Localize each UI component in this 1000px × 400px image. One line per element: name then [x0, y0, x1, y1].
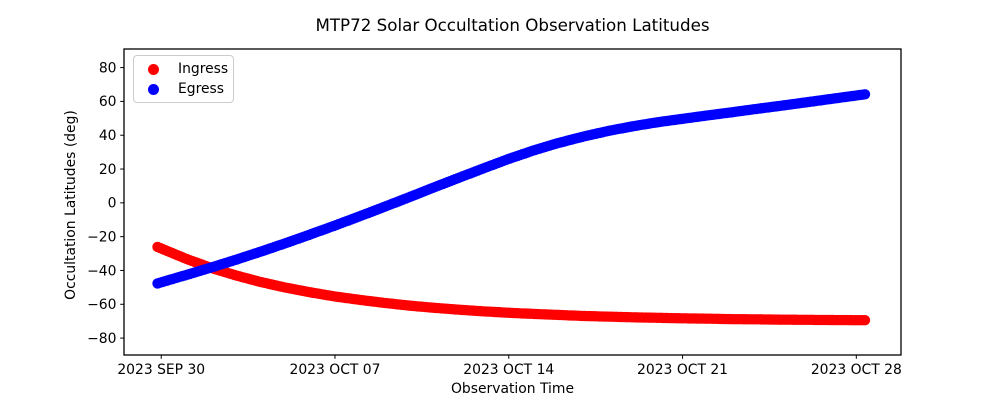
x-tick-label: 2023 OCT 07: [290, 362, 381, 378]
x-tick-label: 2023 OCT 28: [811, 362, 902, 378]
y-axis-label: Occultation Latitudes (deg): [63, 110, 79, 300]
x-axis-label: Observation Time: [451, 381, 574, 397]
y-tick-label: 20: [99, 162, 117, 178]
chart-title: MTP72 Solar Occultation Observation Lati…: [315, 15, 710, 35]
legend-item-egress: Egress: [134, 79, 233, 99]
x-axis-ticks: 2023 SEP 30 2023 OCT 07 2023 OCT 14 2023 OC…: [117, 355, 902, 378]
y-tick-label: −40: [87, 263, 116, 279]
y-tick-label: 80: [99, 60, 117, 76]
y-tick-label: 60: [99, 94, 117, 110]
y-tick-label: −80: [87, 331, 116, 347]
y-tick-label: −20: [87, 229, 116, 245]
y-axis-ticks: 80 60 40 20 0 −20 −40 −60 −80: [87, 60, 124, 347]
y-tick-label: −60: [87, 297, 116, 313]
legend-label-egress: Egress: [178, 81, 225, 97]
x-tick-label: 2023 OCT 14: [463, 362, 554, 378]
legend: Ingress Egress: [133, 55, 234, 103]
plot-border: [123, 48, 902, 356]
legend-label-ingress: Ingress: [178, 61, 229, 77]
ingress-series: [152, 241, 871, 326]
egress-series: [152, 89, 871, 289]
x-tick-label: 2023 SEP 30: [117, 362, 205, 378]
y-tick-label: 0: [108, 196, 117, 212]
legend-item-ingress: Ingress: [134, 59, 233, 79]
egress-marker-icon: [148, 83, 159, 95]
x-tick-label: 2023 OCT 21: [637, 362, 728, 378]
ingress-marker-icon: [148, 63, 159, 75]
y-tick-label: 40: [99, 128, 117, 144]
